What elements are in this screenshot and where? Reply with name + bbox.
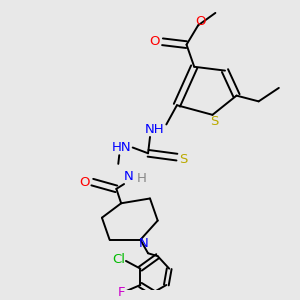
Text: H: H [136, 172, 146, 185]
Text: S: S [179, 153, 188, 166]
Text: Cl: Cl [112, 253, 125, 266]
Text: O: O [80, 176, 90, 189]
Text: N: N [124, 170, 134, 183]
Text: F: F [117, 286, 125, 299]
Text: HN: HN [111, 141, 131, 154]
Text: NH: NH [145, 123, 165, 136]
Text: O: O [150, 35, 160, 48]
Text: N: N [138, 237, 148, 250]
Text: S: S [210, 115, 219, 128]
Text: O: O [196, 15, 206, 28]
